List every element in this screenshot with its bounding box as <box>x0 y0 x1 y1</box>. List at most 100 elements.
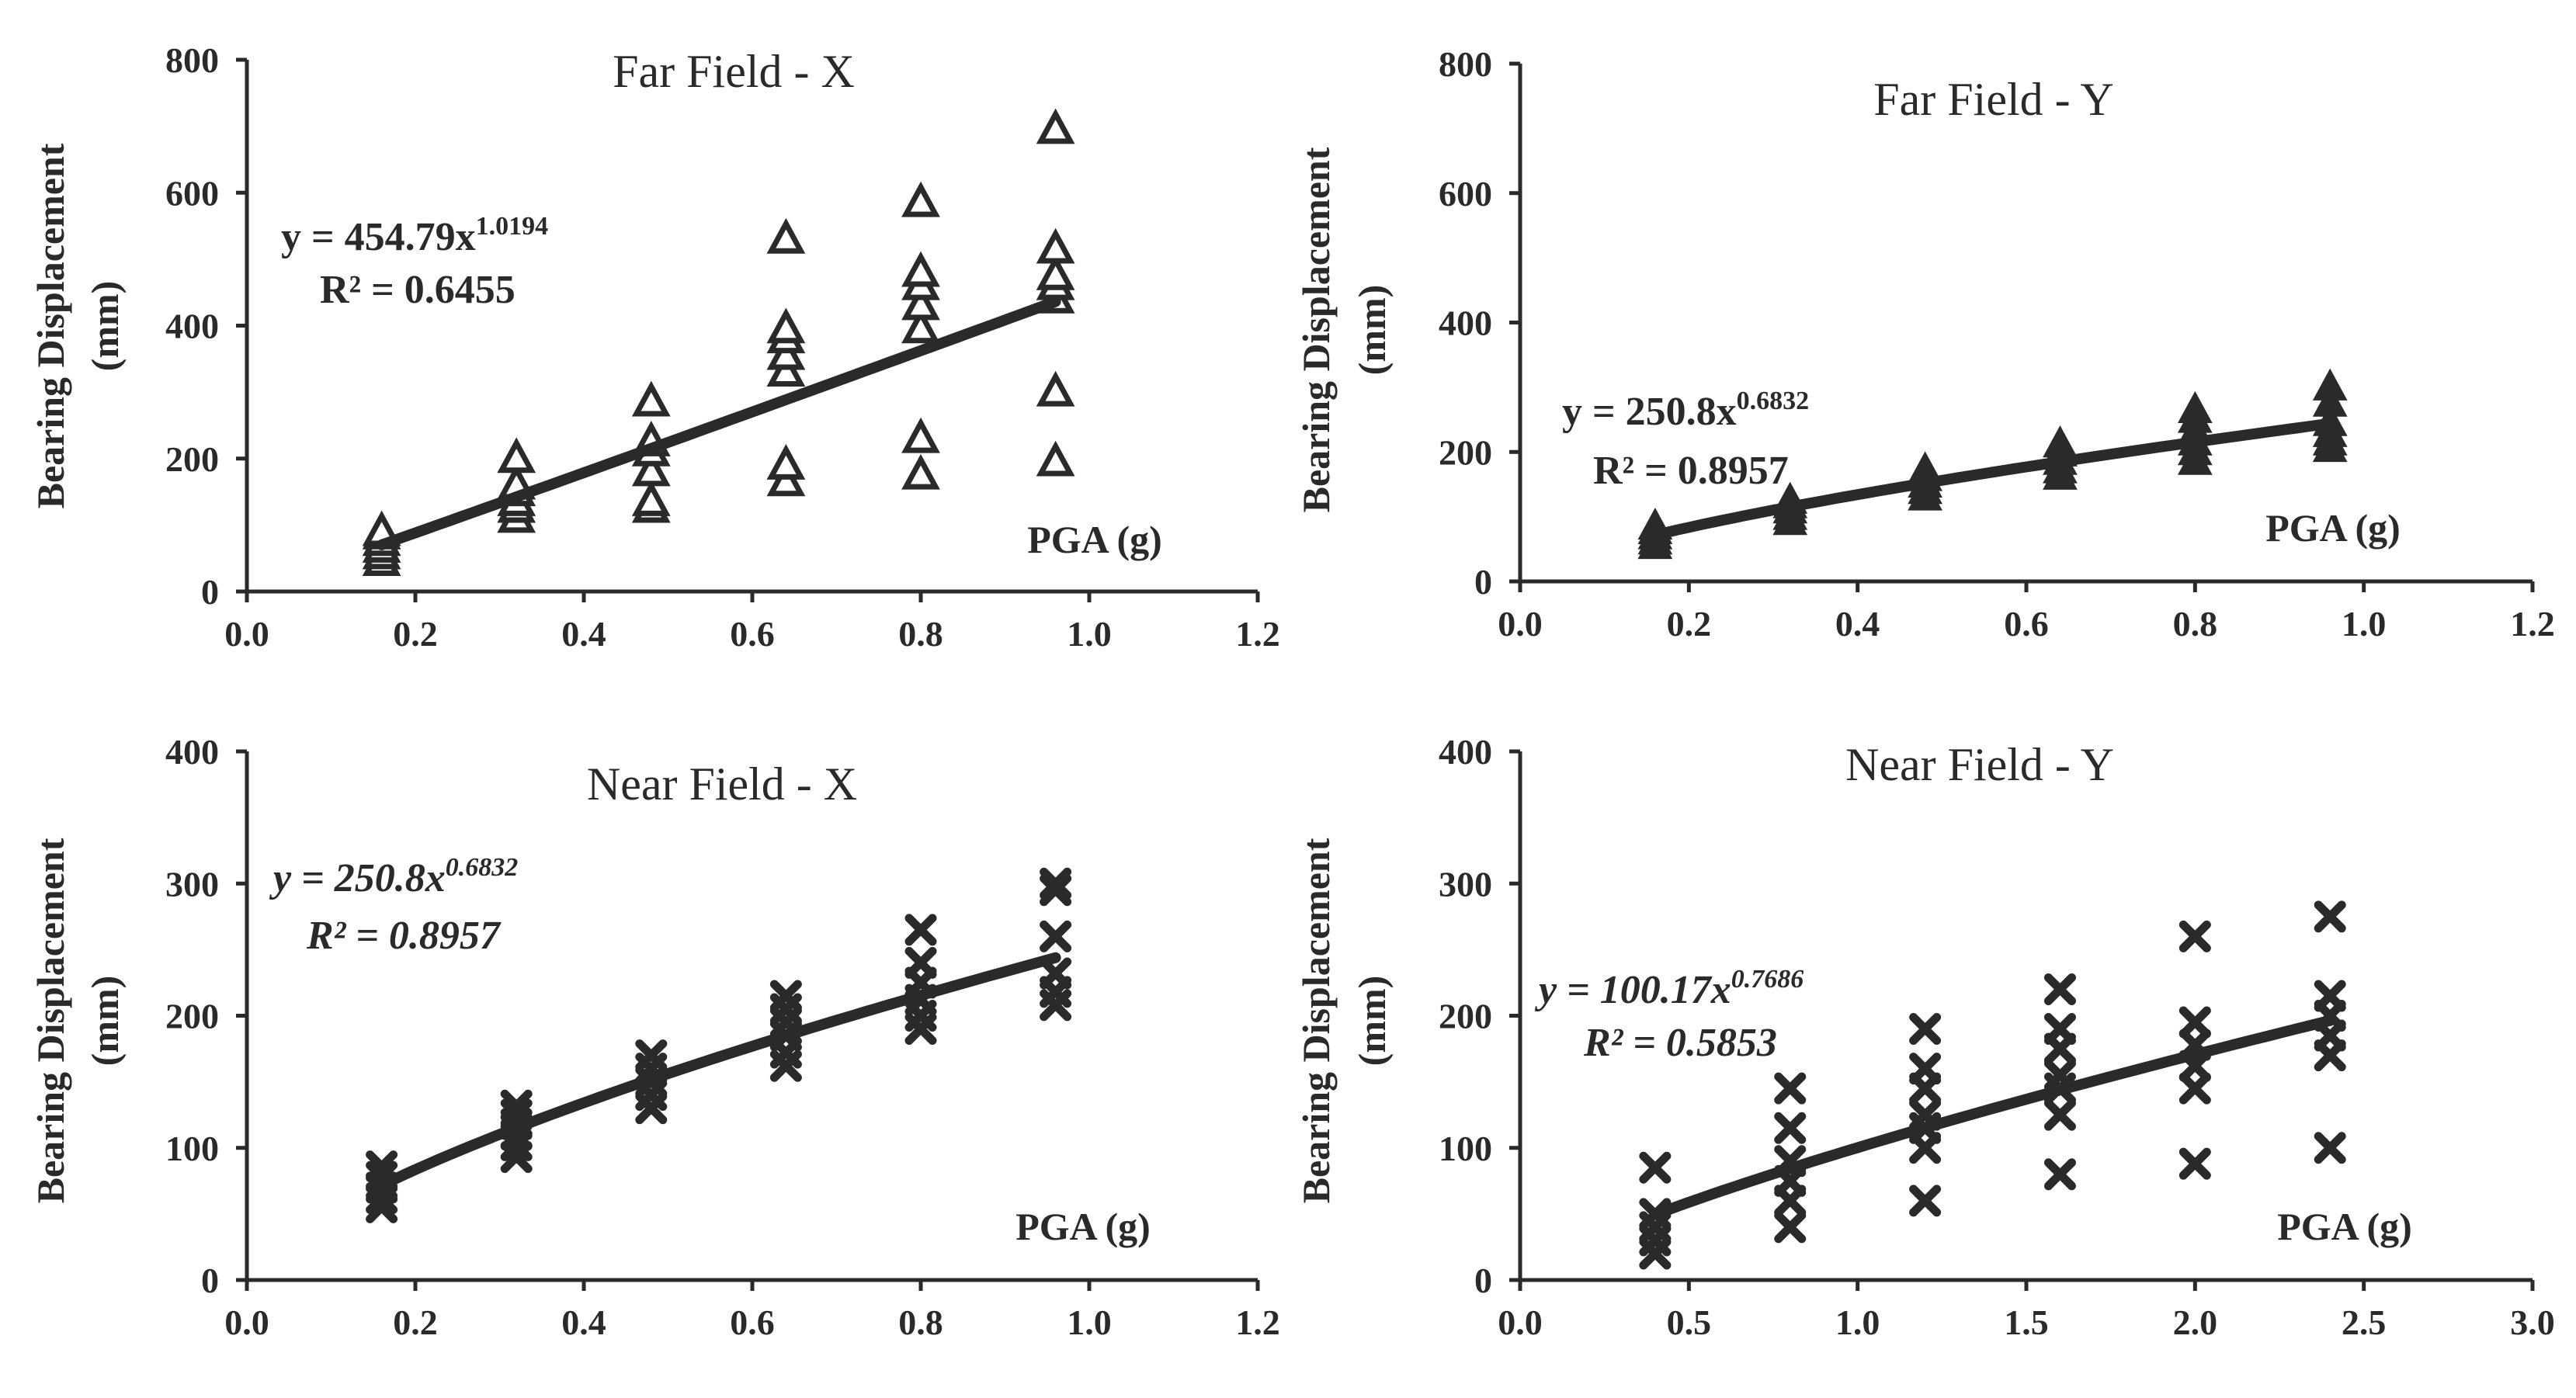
data-point <box>1909 1053 1942 1085</box>
r-squared-value: R² = 0.8957 <box>1593 449 1789 493</box>
x-tick-label: 0.8 <box>2173 604 2218 643</box>
data-point <box>2043 1098 2076 1131</box>
x-tick-label: 2.5 <box>2342 1303 2387 1342</box>
data-point <box>2043 973 2076 1005</box>
y-tick-label: 100 <box>165 1129 219 1168</box>
x-tick-label: 1.0 <box>1835 1303 1880 1342</box>
data-point <box>2177 390 2213 424</box>
data-point <box>631 480 671 516</box>
x-tick-label: 1.2 <box>2510 604 2555 643</box>
chart-title: Far Field - Y <box>1873 74 2113 125</box>
data-point <box>1909 1185 1942 1217</box>
data-point <box>2178 1147 2211 1180</box>
data-point <box>1036 440 1075 477</box>
x-axis-label: PGA (g) <box>2277 1205 2412 1248</box>
data-point <box>901 453 940 490</box>
data-point <box>2043 1158 2076 1191</box>
data-point <box>631 380 671 417</box>
data-point <box>1774 1112 1807 1144</box>
data-point <box>1036 254 1075 290</box>
trend-equation: y = 250.8x0.6832 <box>1562 387 1809 434</box>
trendline <box>1649 418 2336 541</box>
x-tick-label: 0.0 <box>1498 1303 1543 1342</box>
y-tick-label: 400 <box>1439 304 1492 343</box>
x-tick-label: 0.2 <box>1667 604 1712 643</box>
y-tick-label: 0 <box>1474 1261 1492 1300</box>
data-point <box>766 334 806 370</box>
x-tick-label: 3.0 <box>2510 1303 2555 1342</box>
y-tick-label: 800 <box>165 40 219 80</box>
x-tick-label: 0.6 <box>730 1303 775 1342</box>
x-tick-label: 0.0 <box>1498 604 1543 643</box>
y-tick-label: 200 <box>1439 997 1492 1036</box>
data-point <box>1774 1211 1807 1244</box>
trend-exponent: 1.0194 <box>476 212 549 241</box>
x-tick-label: 1.0 <box>1067 614 1112 654</box>
trendline <box>1649 1015 2336 1220</box>
data-point <box>766 307 806 344</box>
r-squared-value: R² = 0.6455 <box>320 268 516 312</box>
data-point <box>1040 874 1072 907</box>
data-point <box>2043 425 2078 458</box>
trend-exponent: 0.6832 <box>446 853 519 882</box>
data-points <box>362 108 1075 576</box>
data-point <box>901 181 940 217</box>
data-point <box>901 417 940 453</box>
data-point <box>2314 1132 2346 1164</box>
data-point <box>2314 900 2346 933</box>
trend-exponent: 0.7686 <box>1731 965 1804 994</box>
data-point <box>904 946 937 979</box>
chart-panel-1: 0.0 0.2 0.4 0.6 0.8 1.0 1.2 0 200 400 600 800 Far Fi… <box>29 40 1280 654</box>
y-tick-label: 400 <box>165 307 219 346</box>
y-axis-label: Bearing Displacement <box>1294 147 1338 512</box>
y-axis-label: Bearing Displacement <box>29 838 72 1203</box>
data-point <box>1036 108 1075 144</box>
data-point <box>766 443 806 480</box>
x-tick-label: 0.4 <box>561 1303 606 1342</box>
data-point <box>901 251 940 287</box>
y-tick-label: 800 <box>1439 44 1492 84</box>
data-point <box>904 914 937 946</box>
data-point <box>2312 384 2348 417</box>
chart-panel-3: 0.0 0.2 0.4 0.6 0.8 1.0 1.2 0 100 200 300 400 Near F… <box>29 732 1280 1342</box>
x-tick-label: 0.2 <box>393 614 438 654</box>
y-axis-label: Bearing Displacement <box>29 143 72 508</box>
data-point <box>1040 920 1072 952</box>
chart-title: Near Field - X <box>587 758 857 810</box>
x-tick-label: 1.5 <box>2004 1303 2049 1342</box>
y-tick-label: 200 <box>165 439 219 479</box>
y-axis-label-units: (mm) <box>83 281 127 372</box>
data-point <box>901 307 940 344</box>
data-point <box>1040 957 1072 990</box>
y-tick-label: 200 <box>165 997 219 1036</box>
trend-exponent: 0.6832 <box>1737 387 1810 415</box>
chart-panel-4: 0.0 0.5 1.0 1.5 2.0 2.5 3.0 0 100 200 300 400 Near F… <box>1294 732 2555 1342</box>
x-tick-label: 2.0 <box>2173 1303 2218 1342</box>
data-point <box>2314 980 2346 1012</box>
data-point <box>766 217 806 254</box>
y-tick-label: 300 <box>165 864 219 904</box>
y-tick-label: 300 <box>1439 864 1492 904</box>
x-tick-label: 0.4 <box>561 614 606 654</box>
trend-equation: y = 250.8x0.6832 <box>269 853 518 900</box>
y-tick-label: 0 <box>201 572 219 612</box>
x-tick-label: 1.2 <box>1235 1303 1280 1342</box>
data-point <box>2178 920 2211 952</box>
y-axis-label-units: (mm) <box>1350 976 1394 1067</box>
x-axis-label: PGA (g) <box>1015 1205 1151 1248</box>
r-squared-value: R² = 0.8957 <box>306 914 502 958</box>
y-tick-label: 0 <box>1474 562 1492 602</box>
x-tick-label: 1.2 <box>1235 614 1280 654</box>
y-tick-label: 600 <box>1439 174 1492 213</box>
data-point <box>2178 1072 2211 1105</box>
y-axis-label-units: (mm) <box>83 976 127 1067</box>
data-point <box>901 284 940 321</box>
chart-panel-2: 0.0 0.2 0.4 0.6 0.8 1.0 1.2 0 200 400 600 800 Far Fi… <box>1294 44 2555 643</box>
data-point <box>631 450 671 487</box>
chart-title: Near Field - Y <box>1845 739 2114 790</box>
x-axis-label: PGA (g) <box>1027 518 1162 561</box>
x-tick-label: 0.8 <box>898 1303 943 1342</box>
data-point <box>1036 370 1075 407</box>
y-tick-label: 200 <box>1439 432 1492 472</box>
